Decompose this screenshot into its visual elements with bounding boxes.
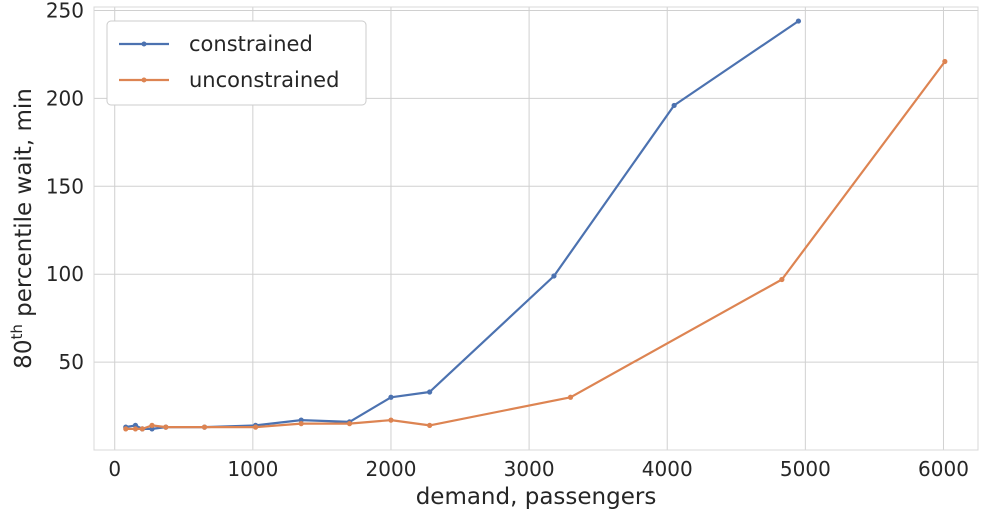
legend-marker-unconstrained xyxy=(141,77,147,83)
y-axis-label: 80th percentile wait, min xyxy=(8,88,37,369)
data-point-constrained xyxy=(551,273,557,279)
x-tick-label: 5000 xyxy=(780,457,831,481)
y-axis-label-base: 80 xyxy=(11,340,37,369)
y-tick-label: 100 xyxy=(46,262,84,286)
x-tick-label: 1000 xyxy=(227,457,278,481)
data-point-constrained xyxy=(388,394,394,400)
tick-labels: 0 1000 2000 3000 4000 5000 6000 50 100 150 200 250 xyxy=(46,0,969,481)
data-point-unconstrained xyxy=(346,421,353,427)
x-tick-label: 6000 xyxy=(918,457,969,481)
y-tick-label: 250 xyxy=(46,0,84,23)
y-axis-label-sup: th xyxy=(8,324,26,339)
y-tick-label: 50 xyxy=(59,350,84,374)
data-point-unconstrained xyxy=(163,424,169,430)
data-point-unconstrained xyxy=(298,421,304,427)
series-line-unconstrained xyxy=(125,60,946,430)
data-point-unconstrained xyxy=(132,426,139,432)
legend: constrained unconstrained xyxy=(106,20,367,106)
data-point-unconstrained xyxy=(567,394,574,400)
legend-marker-constrained xyxy=(141,41,147,47)
data-point-constrained xyxy=(671,102,677,109)
x-axis-label: demand, passengers xyxy=(416,484,657,510)
y-tick-label: 150 xyxy=(46,174,84,198)
y-tick-label: 200 xyxy=(46,86,84,110)
data-point-constrained xyxy=(795,18,802,24)
data-point-unconstrained xyxy=(253,424,259,430)
data-point-unconstrained xyxy=(427,422,433,428)
data-point-unconstrained xyxy=(201,424,208,430)
data-point-unconstrained xyxy=(123,426,129,432)
legend-box xyxy=(106,20,367,106)
data-point-unconstrained xyxy=(388,417,394,423)
plot-area xyxy=(93,6,979,451)
data-point-unconstrained xyxy=(779,276,785,283)
legend-label-constrained: constrained xyxy=(189,32,313,56)
data-point-unconstrained xyxy=(139,426,145,432)
legend-label-unconstrained: unconstrained xyxy=(189,68,339,92)
x-tick-label: 0 xyxy=(108,457,121,481)
data-point-unconstrained xyxy=(149,422,155,428)
data-point-constrained xyxy=(427,389,433,395)
series-layer xyxy=(123,18,948,432)
y-axis-label-rest: percentile wait, min xyxy=(11,88,37,324)
x-tick-label: 4000 xyxy=(642,457,693,481)
x-tick-label: 3000 xyxy=(504,457,555,481)
x-tick-label: 2000 xyxy=(366,457,417,481)
data-point-unconstrained xyxy=(942,58,948,65)
